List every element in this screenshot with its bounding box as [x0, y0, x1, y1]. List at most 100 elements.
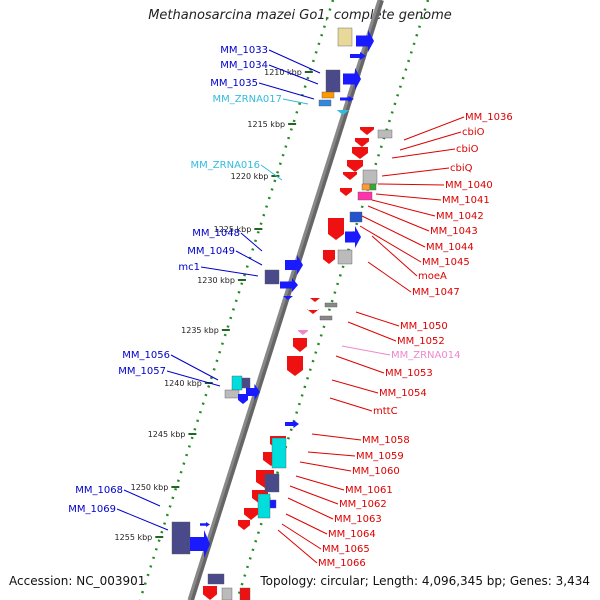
leader-line — [281, 523, 322, 550]
gene-feature-block — [361, 183, 371, 191]
gene-feature-block — [264, 473, 280, 493]
right-gene-label: MM_1050 — [400, 321, 448, 332]
gene-feature-block — [357, 191, 373, 201]
gene-feature-arrow-reverse — [203, 586, 217, 600]
right-gene-label: MM_1043 — [430, 226, 478, 237]
leader-line — [268, 64, 319, 85]
gene-feature-arrow-forward — [190, 530, 210, 558]
gene-feature-block — [241, 377, 251, 389]
left-gene-label: MM_1056 — [122, 350, 170, 361]
leader-line — [311, 433, 362, 441]
right-gene-label: MM_ZRNA014 — [391, 350, 460, 361]
right-gene-label: moeA — [418, 271, 447, 282]
right-gene-label: MM_1045 — [422, 257, 470, 268]
leader-line — [335, 355, 385, 374]
leader-line — [347, 321, 397, 342]
gene-feature-arrow-reverse — [355, 138, 369, 147]
gene-feature-arrow-forward — [356, 30, 374, 52]
right-gene-label: MM_1063 — [334, 514, 382, 525]
left-gene-label: MM_ZRNA016 — [191, 160, 260, 171]
accession-text: Accession: NC_003901 — [9, 574, 146, 588]
gene-feature-arrow-reverse — [343, 172, 357, 180]
gene-feature-arrow-forward — [285, 255, 303, 275]
left-gene-label: MM_1049 — [187, 246, 235, 257]
gene-feature-block — [271, 437, 287, 469]
gene-feature-block — [324, 302, 338, 308]
genome-summary-text: Topology: circular; Length: 4,096,345 bp… — [260, 574, 590, 588]
scale-tick-label: 1225 kbp — [214, 225, 252, 234]
leader-line — [116, 508, 169, 531]
gene-feature-block — [377, 129, 393, 139]
left-gene-label: MM_1035 — [210, 78, 258, 89]
left-gene-label: MM_1033 — [220, 45, 268, 56]
left-gene-label: MM_1034 — [220, 60, 268, 71]
gene-feature-arrow-reverse — [298, 330, 308, 335]
gene-feature-block — [337, 27, 353, 47]
leader-line — [399, 131, 462, 151]
right-gene-label: cbiQ — [450, 163, 473, 174]
right-gene-label: MM_1059 — [356, 451, 404, 462]
leader-line — [377, 183, 445, 186]
left-gene-label: MM_1048 — [192, 228, 240, 239]
scale-tick-label: 1230 kbp — [197, 276, 235, 285]
gene-feature-block — [207, 573, 225, 585]
right-gene-label: MM_1042 — [436, 211, 484, 222]
left-gene-label: MM_1057 — [118, 366, 166, 377]
gene-feature-arrow-reverse — [323, 250, 335, 264]
gene-feature-block — [269, 499, 277, 509]
right-gene-label: cbiO — [462, 127, 485, 138]
gene-feature-arrow-reverse — [244, 508, 258, 520]
gene-feature-block — [224, 389, 240, 399]
gene-feature-arrow-reverse — [328, 218, 344, 240]
gene-feature-block — [318, 99, 332, 107]
right-gene-label: MM_1066 — [318, 558, 366, 569]
leader-line — [260, 164, 283, 181]
leader-line — [307, 451, 356, 457]
leader-line — [240, 232, 263, 252]
leader-line — [367, 261, 412, 293]
inner-scale-track — [138, 0, 335, 600]
gene-feature-arrow-forward — [343, 68, 361, 90]
gene-feature-arrow-forward — [340, 96, 354, 102]
leader-line — [289, 485, 339, 505]
leader-line — [285, 513, 328, 535]
gene-feature-arrow-reverse — [360, 127, 374, 135]
gene-feature-arrow-reverse — [238, 394, 248, 404]
left-gene-label: MM_1068 — [75, 485, 123, 496]
leader-line — [341, 345, 391, 356]
gene-feature-arrow-reverse — [310, 298, 320, 302]
gene-feature-arrow-forward — [345, 226, 361, 248]
gene-feature-block — [264, 269, 280, 285]
right-gene-label: mttC — [373, 406, 398, 417]
gene-feature-arrow-forward — [350, 52, 366, 60]
left-gene-label: mc1 — [178, 262, 200, 273]
gene-feature-block — [221, 587, 233, 600]
right-gene-label: MM_1058 — [362, 435, 410, 446]
gene-feature-arrow-reverse — [340, 188, 352, 196]
gene-feature-block — [362, 169, 378, 185]
gene-feature-block — [319, 315, 333, 321]
leader-line — [295, 475, 345, 491]
chromosome-backbone — [188, 0, 384, 600]
leader-line — [367, 205, 430, 232]
leader-line — [277, 529, 318, 564]
leader-line — [200, 266, 259, 277]
leader-line — [282, 98, 309, 105]
right-gene-label: MM_1036 — [465, 112, 513, 123]
scale-tick-label: 1215 kbp — [247, 120, 285, 129]
gene-feature-block — [349, 211, 363, 223]
leader-line — [329, 397, 373, 412]
right-gene-label: MM_1054 — [379, 388, 427, 399]
leader-line — [235, 250, 263, 266]
gene-feature-arrow-forward — [246, 384, 260, 400]
leader-line — [403, 116, 465, 141]
right-gene-label: MM_1062 — [339, 499, 387, 510]
right-gene-label: MM_1044 — [426, 242, 474, 253]
gene-feature-block — [257, 493, 271, 519]
gene-feature-arrow-reverse — [347, 160, 363, 172]
gene-feature-arrow-forward — [200, 522, 210, 527]
scale-tick-label: 1245 kbp — [148, 430, 186, 439]
scale-tick-label: 1220 kbp — [231, 172, 269, 181]
leader-line — [355, 311, 400, 327]
gene-feature-arrow-reverse — [238, 520, 250, 530]
